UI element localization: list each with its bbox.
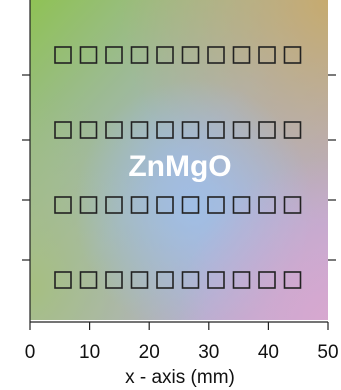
x-tick-label: 10 xyxy=(79,342,100,363)
annotation: ZnMgO xyxy=(128,150,231,183)
page: ZnMgO x - axis (mm) 01020304050 (() => {… xyxy=(0,0,341,390)
x-tick-label: 40 xyxy=(258,342,279,363)
chart: ZnMgO x - axis (mm) 0 10 20 30 40 50 xyxy=(0,0,341,390)
x-tick-label: 30 xyxy=(198,342,219,363)
x-axis-label: x - axis (mm) xyxy=(125,367,235,388)
x-tick-label: 50 xyxy=(317,342,338,363)
x-tick-label: 20 xyxy=(139,342,160,363)
x-tick-label: 0 xyxy=(25,342,36,363)
